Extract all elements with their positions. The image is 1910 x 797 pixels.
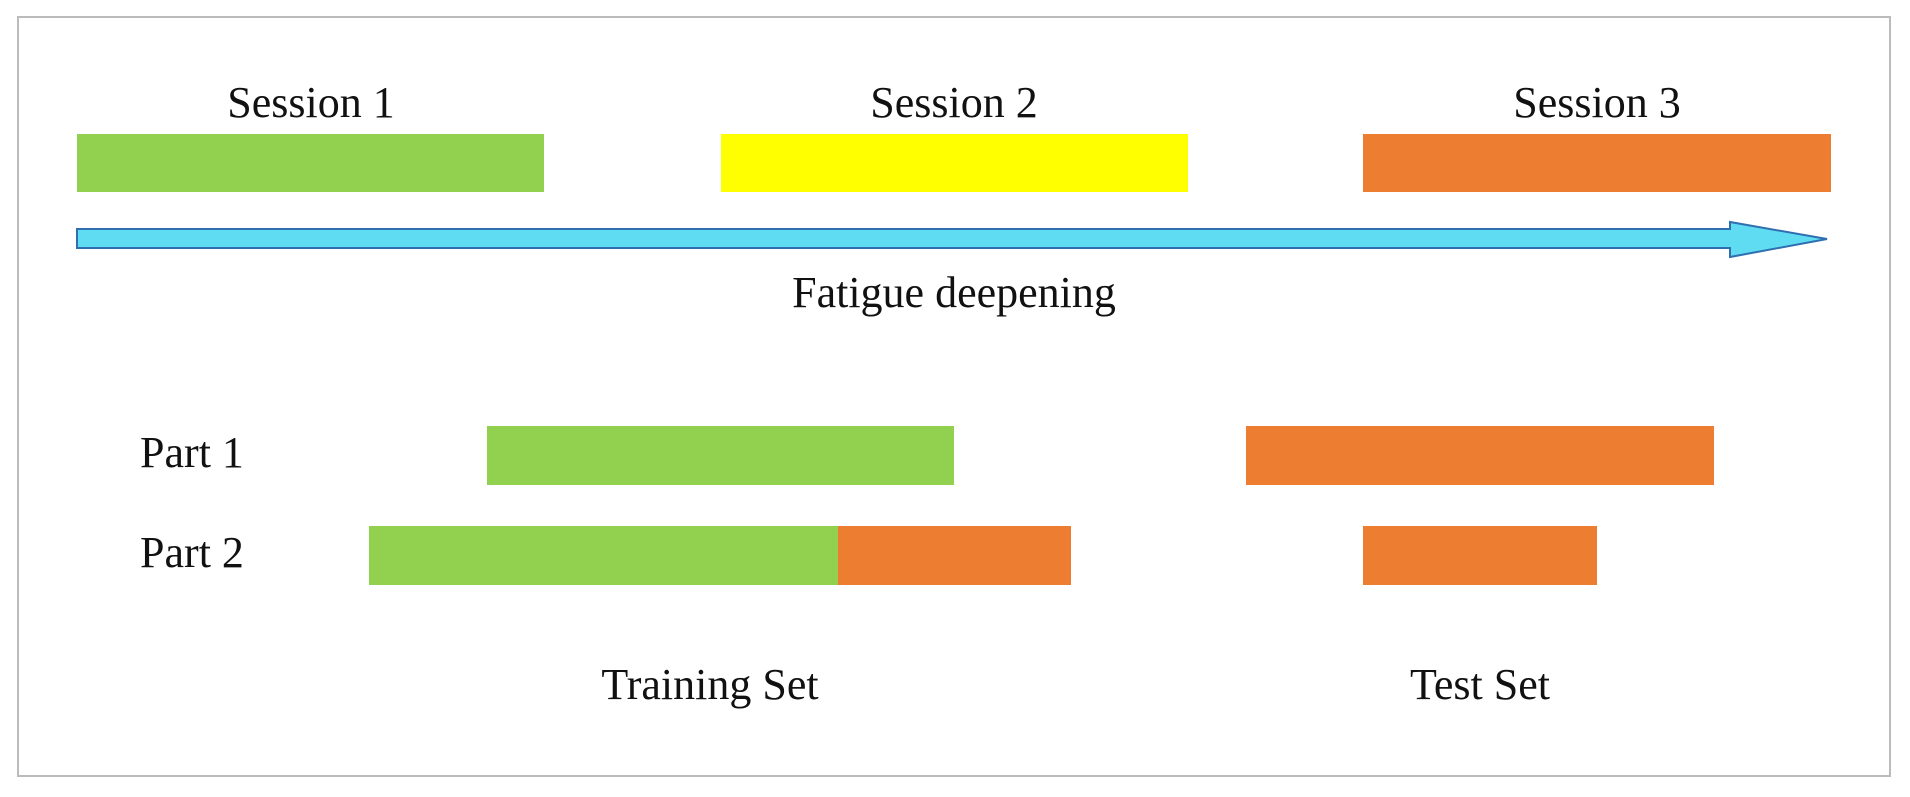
train-bar: [487, 426, 954, 485]
part-label: Part 1: [140, 428, 244, 477]
session-bar: [1363, 134, 1831, 192]
session-label: Session 3: [1513, 78, 1680, 127]
session-bar: [77, 134, 544, 192]
set-label: Training Set: [601, 660, 818, 709]
session-bar: [721, 134, 1188, 192]
arrow: [76, 220, 1828, 259]
session-label: Session 2: [870, 78, 1037, 127]
test-bar: [1363, 526, 1597, 585]
train-bar: [369, 526, 838, 585]
part-label: Part 2: [140, 528, 244, 577]
frame: [17, 16, 1891, 777]
arrow-label: Fatigue deepening: [792, 268, 1116, 317]
set-label: Test Set: [1410, 660, 1550, 709]
test-bar: [1246, 426, 1714, 485]
train-bar: [838, 526, 1071, 585]
session-label: Session 1: [227, 78, 394, 127]
